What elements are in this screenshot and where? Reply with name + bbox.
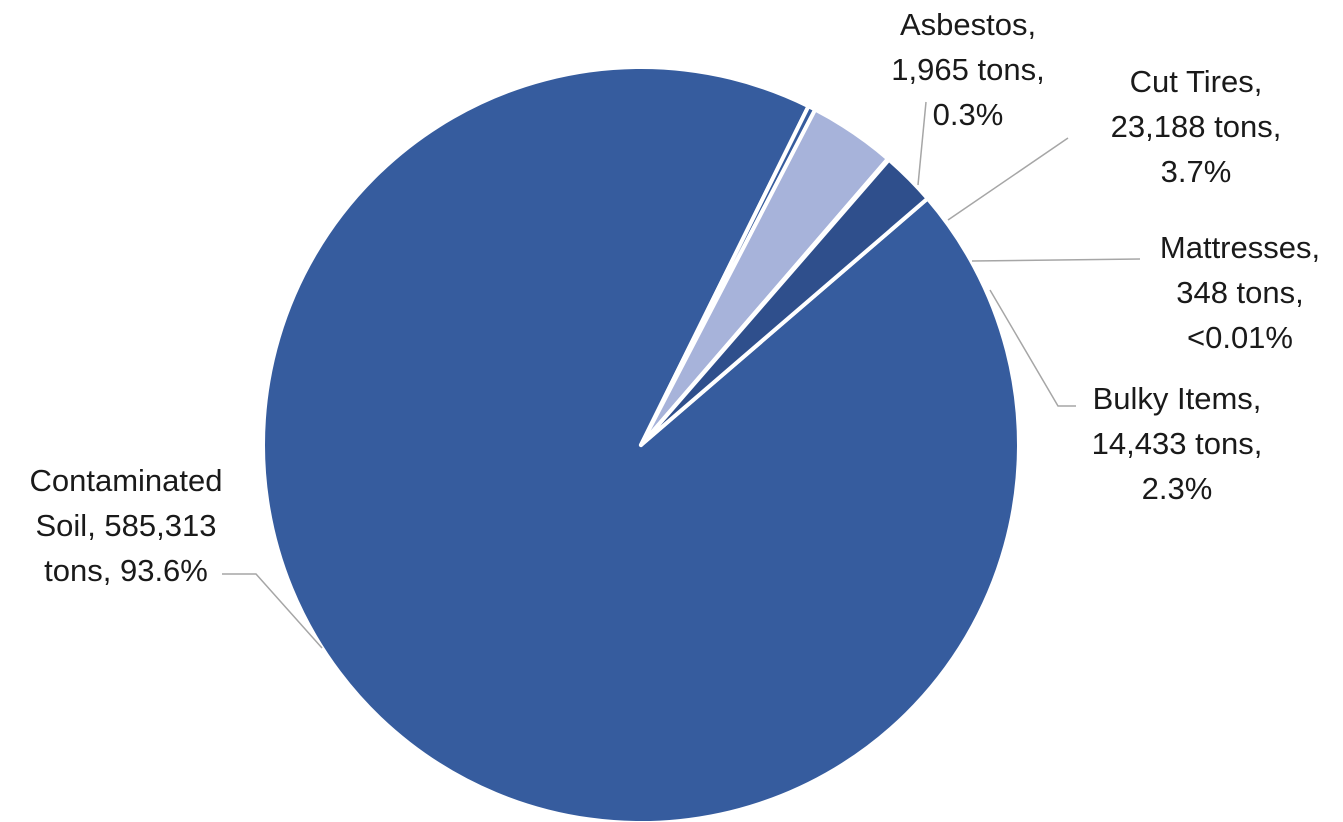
slice-labels: Contaminated Soil, 585,313 tons, 93.6% Asbe… (29, 7, 1320, 588)
pie-slices (261, 65, 1021, 822)
data-label-line: tons, 93.6% (44, 553, 208, 588)
data-label-line: 14,433 tons, (1092, 426, 1263, 461)
data-label-cut-tires: Cut Tires, 23,188 tons, 3.7% (1111, 64, 1282, 189)
data-label-line: 3.7% (1161, 154, 1232, 189)
data-label-line: Contaminated (29, 463, 222, 498)
data-label-bulky-items: Bulky Items, 14,433 tons, 2.3% (1092, 381, 1263, 506)
leader-line-asbestos (917, 101, 927, 186)
data-label-line: Asbestos, (900, 7, 1036, 42)
data-label-line: Cut Tires, (1130, 64, 1263, 99)
data-label-line: 23,188 tons, (1111, 109, 1282, 144)
data-label-asbestos: Asbestos, 1,965 tons, 0.3% (891, 7, 1044, 132)
data-label-line: 2.3% (1142, 471, 1213, 506)
leader-lines (222, 101, 1141, 649)
data-label-contaminated-soil: Contaminated Soil, 585,313 tons, 93.6% (29, 463, 222, 588)
data-label-line: Mattresses, (1160, 230, 1320, 265)
leader-line-bulky-items (989, 289, 1076, 407)
data-label-mattresses: Mattresses, 348 tons, <0.01% (1160, 230, 1320, 355)
leader-line-contaminated-soil (222, 573, 323, 649)
data-label-line: Bulky Items, (1093, 381, 1262, 416)
data-label-line: 1,965 tons, (891, 52, 1044, 87)
data-label-line: <0.01% (1187, 320, 1293, 355)
data-label-line: 348 tons, (1176, 275, 1304, 310)
leader-line-mattresses (971, 258, 1141, 262)
data-label-line: Soil, 585,313 (36, 508, 217, 543)
data-label-line: 0.3% (933, 97, 1004, 132)
pie-slice-bulky-items (639, 157, 930, 447)
leader-line-cut-tires (947, 137, 1069, 221)
